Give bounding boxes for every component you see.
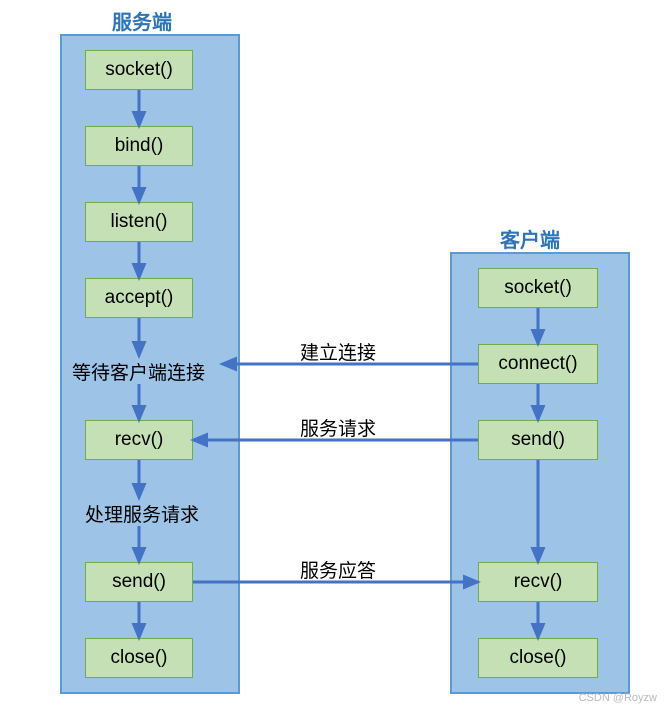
h-arrow-label-1: 服务请求	[300, 414, 376, 441]
client-node-c_connect: connect()	[478, 344, 598, 384]
h-arrow-label-0: 建立连接	[300, 338, 376, 365]
client-node-c_recv: recv()	[478, 562, 598, 602]
server-node-s_recv: recv()	[85, 420, 193, 460]
client-node-c_close: close()	[478, 638, 598, 678]
client-column	[450, 252, 630, 694]
server-node-s_process: 处理服务请求	[85, 500, 199, 527]
server-node-s_wait: 等待客户端连接	[72, 358, 205, 385]
server-node-s_close: close()	[85, 638, 193, 678]
server-node-s_socket: socket()	[85, 50, 193, 90]
client-title: 客户端	[495, 224, 565, 253]
h-arrow-label-2: 服务应答	[300, 556, 376, 583]
server-node-s_bind: bind()	[85, 126, 193, 166]
server-node-s_accept: accept()	[85, 278, 193, 318]
server-node-s_send: send()	[85, 562, 193, 602]
server-node-s_listen: listen()	[85, 202, 193, 242]
server-title: 服务端	[107, 6, 177, 35]
client-node-c_socket: socket()	[478, 268, 598, 308]
client-node-c_send: send()	[478, 420, 598, 460]
watermark: CSDN @Royzw	[579, 692, 657, 704]
